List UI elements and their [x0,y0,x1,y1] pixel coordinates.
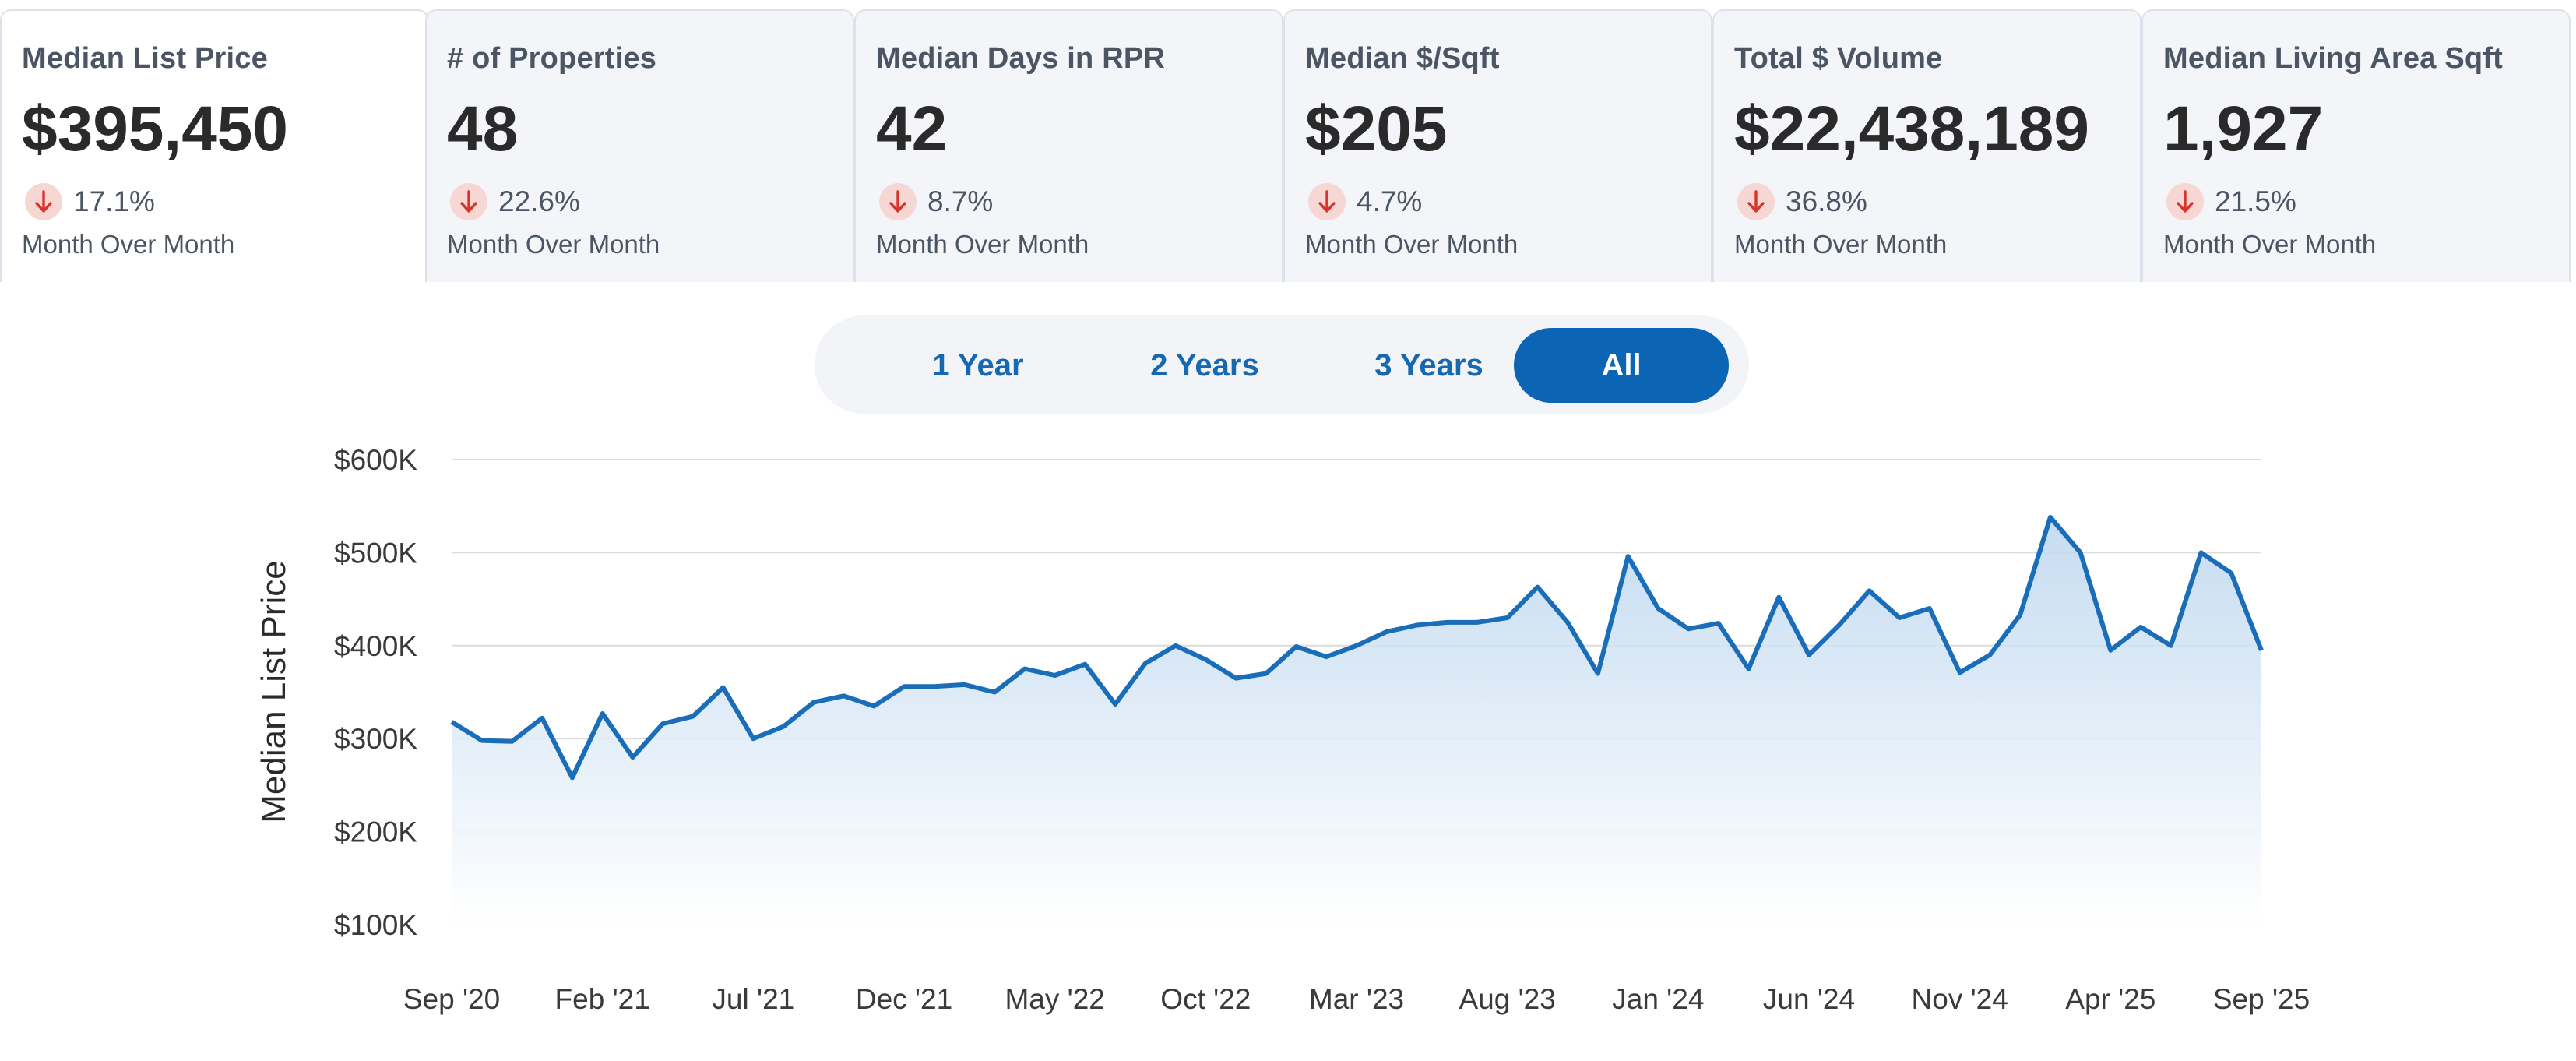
metric-change: 8.7% [876,183,1282,220]
metric-period: Month Over Month [1305,230,1519,259]
metric-change: 4.7% [1305,183,1711,220]
metric-value: $22,438,189 [1734,93,2090,164]
chart-area-fill [452,517,2261,925]
y-tick-label: $500K [334,537,417,569]
arrow-down-icon [879,183,917,220]
metric-value: 1,927 [2163,93,2324,164]
arrow-down-icon [450,183,487,220]
x-axis-ticks: Sep '20 Feb '21 Jul '21 Dec '21 May '22 Oct '… [403,983,2310,1015]
metric-tab-3[interactable]: Median $/Sqft $205 4.7% Month Over Month [1283,9,1712,282]
y-tick-label: $600K [334,444,417,476]
metric-tab-1[interactable]: # of Properties 48 22.6% Month Over Month [425,9,854,282]
metric-period: Month Over Month [22,230,235,259]
metric-change-percent: 17.1% [73,185,155,217]
x-tick-label: Mar '23 [1309,983,1404,1015]
x-tick-label: Sep '25 [2213,983,2310,1015]
y-tick-label: $100K [334,909,417,941]
x-tick-label: Jan '24 [1612,983,1704,1015]
y-tick-label: $300K [334,723,417,755]
x-tick-label: Jul '21 [712,983,794,1015]
metric-label: Total $ Volume [1734,42,1943,75]
metric-tab-2[interactable]: Median Days in RPR 42 8.7% Month Over Month [854,9,1283,282]
metric-change-percent: 22.6% [498,185,580,217]
arrow-down-icon [1308,183,1346,220]
chart-series-line [450,515,2264,781]
x-tick-label: Apr '25 [2065,983,2155,1015]
median-list-price-chart: $100K $200K $300K $400K $500K $600K Sep '20 Fe… [255,444,2310,1015]
metric-label: Median $/Sqft [1305,42,1500,75]
x-tick-label: Feb '21 [555,983,650,1015]
metric-value: $205 [1305,93,1448,164]
metric-period: Month Over Month [1734,230,1948,259]
metric-tab-0[interactable]: Median List Price $395,450 17.1% Month Over… [0,9,429,282]
arrow-down-icon [25,183,62,220]
x-tick-label: Aug '23 [1459,983,1555,1015]
metric-change: 21.5% [2163,183,2569,220]
y-tick-label: $400K [334,630,417,662]
metric-period: Month Over Month [876,230,1089,259]
metric-change: 22.6% [447,183,853,220]
metric-value: 48 [447,93,519,164]
y-axis-ticks: $100K $200K $300K $400K $500K $600K [334,444,417,941]
metric-change: 17.1% [22,183,428,220]
range-button-2-years[interactable]: 2 Years [1150,347,1259,382]
x-tick-label: Nov '24 [1912,983,2008,1015]
metric-change-percent: 21.5% [2215,185,2296,217]
range-button-3-years[interactable]: 3 Years [1374,347,1483,382]
y-tick-label: $200K [334,816,417,848]
metric-value: $395,450 [22,93,289,164]
metric-period: Month Over Month [2163,230,2377,259]
metric-change: 36.8% [1734,183,2140,220]
metric-change-percent: 8.7% [927,185,994,217]
y-axis-label-group: Median List Price [255,560,293,823]
metric-label: Median List Price [22,42,268,75]
x-tick-label: Sep '20 [403,983,500,1015]
metric-label: # of Properties [447,42,657,75]
metric-tab-5[interactable]: Median Living Area Sqft 1,927 21.5% Month O… [2141,9,2571,282]
series-line [450,515,2264,781]
metric-tab-4[interactable]: Total $ Volume $22,438,189 36.8% Month Over… [1712,9,2141,282]
arrow-down-icon [2166,183,2204,220]
arrow-down-icon [1737,183,1775,220]
time-range-selector: 1 Year 2 Years 3 Years All [815,315,1749,414]
x-tick-label: Dec '21 [856,983,952,1015]
range-button-1-year[interactable]: 1 Year [932,347,1024,382]
metric-change-percent: 4.7% [1357,185,1423,217]
range-button-all[interactable]: All [1514,328,1729,403]
metric-period: Month Over Month [447,230,660,259]
x-tick-label: Oct '22 [1160,983,1251,1015]
metric-tabs: Median List Price $395,450 17.1% Month Over… [0,9,2571,282]
series-area [452,517,2261,925]
x-tick-label: May '22 [1005,983,1104,1015]
metric-change-percent: 36.8% [1786,185,1867,217]
metric-label: Median Days in RPR [876,42,1166,75]
x-tick-label: Jun '24 [1763,983,1855,1015]
metric-label: Median Living Area Sqft [2163,42,2504,75]
metric-value: 42 [876,93,948,164]
y-axis-label: Median List Price [255,560,293,823]
